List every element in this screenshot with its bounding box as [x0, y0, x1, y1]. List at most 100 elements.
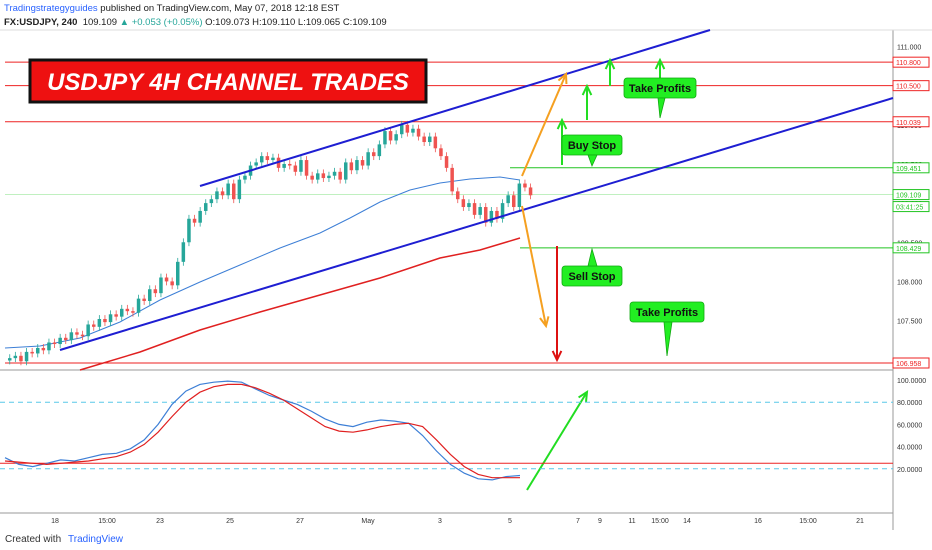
created-with-label: Created with	[5, 534, 62, 545]
y-tick-label: 107.500	[897, 319, 922, 326]
candle-body	[75, 332, 79, 335]
candle-body	[433, 136, 438, 149]
callout-text: Take Profits	[629, 83, 691, 95]
callout-pointer	[657, 97, 666, 119]
candle-body	[237, 179, 242, 200]
red-down-arrow	[551, 246, 563, 363]
candle-body	[321, 173, 326, 179]
red-moving-average	[79, 237, 521, 371]
footer: Created with TradingView	[0, 530, 932, 550]
candle-body	[47, 342, 51, 351]
candle-body	[450, 167, 454, 192]
arrow-head	[604, 57, 616, 70]
price-tag-label: 109.109	[896, 193, 921, 200]
candle-body	[265, 156, 270, 161]
candle-body	[41, 347, 46, 351]
candle-body	[439, 148, 443, 157]
price-tag-label: 108.429	[896, 246, 921, 253]
callout-pointer	[663, 321, 673, 357]
callout-pointer	[587, 154, 598, 168]
publisher-link[interactable]: Tradingstrategyguides	[4, 3, 98, 14]
candle-body	[461, 199, 466, 208]
candle-body	[215, 191, 219, 200]
candle-body	[484, 207, 488, 223]
x-tick-label: 27	[296, 518, 304, 525]
green-oscillator-arrow	[526, 390, 589, 491]
buy-stop-label: Buy Stop	[561, 134, 623, 168]
ohlc-values: O:109.073 H:109.110 L:109.065 C:109.109	[205, 17, 387, 28]
take-profits-top-label: Take Profits	[623, 77, 697, 119]
candle-body	[332, 171, 337, 176]
orange-up-arrow	[521, 71, 568, 177]
candle-body	[254, 162, 258, 166]
price-tag-box	[892, 80, 930, 92]
x-tick-label: 14	[683, 518, 691, 525]
candle-body	[500, 203, 505, 219]
candle-body	[92, 324, 96, 327]
tradingview-brand[interactable]: TradingView	[68, 534, 124, 545]
candle-body	[428, 136, 432, 143]
candle-body	[8, 358, 12, 361]
candle-body	[232, 183, 236, 200]
price-tag-label: 109.451	[896, 166, 921, 173]
candle-body	[467, 203, 471, 208]
candle-body	[472, 203, 477, 215]
candle-body	[383, 131, 387, 145]
arrow-head	[551, 350, 563, 363]
candle-body	[69, 332, 74, 341]
candle-body	[416, 128, 421, 137]
price-tag-box	[892, 201, 930, 213]
x-tick-label: 18	[51, 518, 59, 525]
candle-body	[456, 191, 460, 200]
candle-body	[192, 218, 197, 223]
x-tick-label: 9	[598, 518, 602, 525]
x-tick-label: 21	[856, 518, 864, 525]
candle-body	[377, 144, 382, 157]
candle-body	[19, 355, 23, 362]
price-change: ▲ +0.053 (+0.05%)	[119, 17, 203, 28]
candle-body	[220, 191, 225, 196]
candle-body	[288, 163, 292, 166]
x-tick-label: 15:00	[799, 518, 817, 525]
candle-body	[299, 160, 303, 172]
candle-body	[411, 128, 415, 133]
candle-body	[103, 318, 107, 323]
candle-body	[422, 136, 426, 143]
x-tick-label: 3	[438, 518, 442, 525]
price-tags: 110.800 110.500 110.039 109.451 109.109 03:41…	[5, 56, 930, 369]
x-tick-label: 25	[226, 518, 234, 525]
candle-body	[86, 324, 90, 337]
candle-body	[260, 156, 264, 163]
candle-body	[360, 160, 365, 166]
price-tag-box	[892, 162, 930, 174]
candle-body	[164, 277, 169, 282]
candle-body	[226, 183, 230, 196]
arrow-shaft	[521, 205, 547, 327]
candle-body	[30, 351, 34, 354]
x-tick-label: 23	[156, 518, 164, 525]
candle-body	[355, 160, 359, 171]
candle-body	[80, 334, 85, 337]
channel-lower-line	[59, 97, 894, 351]
symbol-label[interactable]: FX:USDJPY, 240	[4, 17, 78, 28]
candle-body	[136, 298, 141, 313]
candle-body	[405, 124, 410, 133]
title-banner-text: USDJPY 4H CHANNEL TRADES	[47, 69, 409, 96]
sell-stop-label: Sell Stop	[561, 247, 623, 287]
last-price: 109.109	[82, 17, 118, 28]
oscillator-panel	[0, 380, 893, 481]
arrow-shaft	[526, 391, 588, 491]
candle-body	[153, 289, 158, 294]
osc-tick-label: 20.0000	[897, 467, 922, 474]
oscillator-d-line	[4, 383, 520, 479]
osc-tick-label: 40.0000	[897, 445, 922, 452]
arrow-shaft	[521, 73, 567, 177]
candle-body	[344, 162, 348, 180]
candle-body	[198, 210, 202, 223]
candle-body	[444, 156, 449, 168]
candle-body	[36, 347, 40, 354]
arrow-head	[557, 71, 568, 85]
chart-canvas[interactable]: 111.000110.500110.000109.500109.000108.5…	[0, 0, 932, 530]
candle-body	[327, 175, 331, 179]
candle-body	[159, 277, 163, 294]
